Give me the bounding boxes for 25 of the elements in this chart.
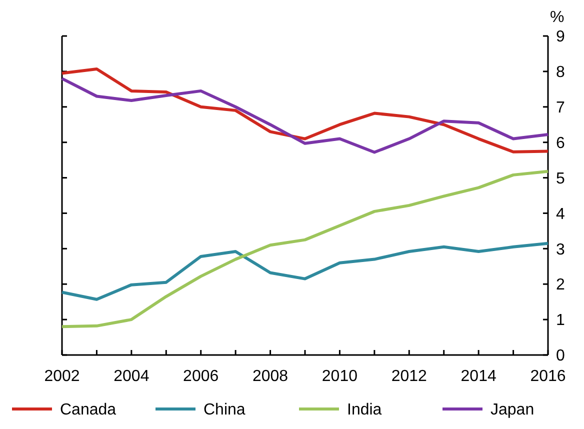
x-tick-label: 2002 [44, 368, 80, 385]
x-tick-label: 2014 [460, 368, 496, 385]
y-axis-title: % [550, 9, 564, 26]
line-series [60, 242, 550, 301]
x-tick-label: 2016 [530, 368, 566, 385]
x-tick-label: 2008 [252, 368, 288, 385]
y-tick-label: 9 [556, 28, 565, 46]
legend-label: China [204, 402, 246, 419]
legend-label: India [347, 402, 382, 419]
y-tick-label: 2 [556, 276, 565, 294]
y-tick-label: 6 [556, 134, 565, 152]
legend-label: Canada [60, 402, 116, 419]
x-tick-label: 2006 [183, 368, 219, 385]
x-tick-label: 2004 [114, 368, 150, 385]
y-tick-label: 1 [556, 312, 565, 330]
x-tick-label: 2012 [391, 368, 428, 385]
y-tick-label: 4 [556, 206, 565, 223]
y-tick-label: 0 [556, 348, 565, 365]
y-tick-label: 8 [556, 64, 565, 82]
x-tick-label: 2010 [322, 368, 358, 385]
y-tick-label: 5 [556, 170, 565, 188]
y-tick-label: 7 [556, 99, 565, 116]
legend-label: Japan [490, 402, 534, 419]
y-tick-label: 3 [556, 241, 565, 258]
line-series [60, 170, 550, 328]
